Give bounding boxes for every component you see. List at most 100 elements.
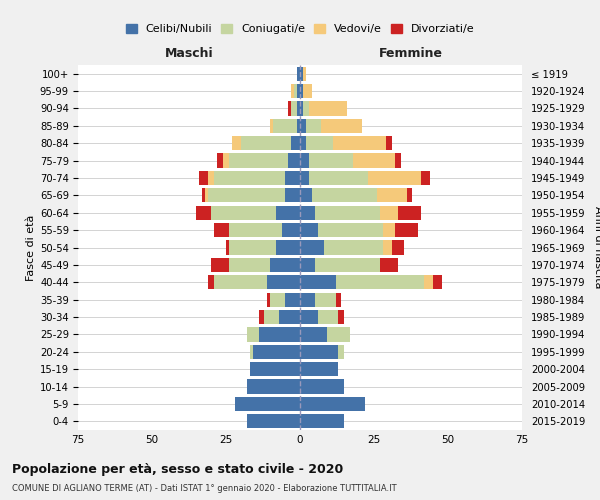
Bar (297, 84, 300, 98)
Bar (223, 154, 229, 168)
Bar (312, 188, 377, 202)
Bar (326, 328, 350, 342)
Bar (335, 292, 341, 307)
Bar (300, 275, 335, 289)
Bar (291, 102, 297, 116)
Bar (229, 223, 282, 237)
Bar (377, 188, 407, 202)
Bar (380, 258, 398, 272)
Bar (300, 380, 344, 394)
Bar (271, 258, 300, 272)
Text: Popolazione per età, sesso e stato civile - 2020: Popolazione per età, sesso e stato civil… (12, 462, 343, 475)
Bar (229, 154, 288, 168)
Text: Femmine: Femmine (379, 47, 443, 60)
Y-axis label: Fasce di età: Fasce di età (26, 214, 35, 280)
Bar (285, 188, 300, 202)
Bar (300, 66, 303, 81)
Bar (277, 240, 300, 254)
Bar (315, 206, 380, 220)
Bar (335, 275, 424, 289)
Bar (368, 171, 421, 185)
Bar (208, 188, 285, 202)
Bar (321, 118, 362, 133)
Bar (300, 362, 338, 376)
Bar (208, 171, 214, 185)
Bar (332, 136, 386, 150)
Bar (300, 240, 323, 254)
Bar (229, 258, 271, 272)
Bar (241, 136, 291, 150)
Bar (306, 136, 332, 150)
Bar (303, 66, 306, 81)
Bar (268, 275, 300, 289)
Bar (433, 275, 442, 289)
Bar (306, 118, 321, 133)
Bar (421, 171, 430, 185)
Bar (318, 310, 338, 324)
Bar (303, 102, 309, 116)
Bar (271, 118, 274, 133)
Bar (274, 118, 297, 133)
Bar (291, 136, 300, 150)
Bar (199, 171, 208, 185)
Bar (300, 136, 306, 150)
Bar (205, 188, 208, 202)
Bar (315, 292, 335, 307)
Bar (250, 362, 300, 376)
Bar (297, 102, 300, 116)
Bar (386, 136, 392, 150)
Bar (235, 397, 300, 411)
Bar (259, 328, 300, 342)
Bar (196, 206, 211, 220)
Bar (214, 275, 268, 289)
Bar (297, 118, 300, 133)
Bar (288, 102, 291, 116)
Bar (309, 102, 347, 116)
Bar (285, 292, 300, 307)
Bar (309, 154, 353, 168)
Bar (208, 275, 214, 289)
Bar (309, 171, 368, 185)
Bar (300, 310, 318, 324)
Legend: Celibi/Nubili, Coniugati/e, Vedovi/e, Divorziati/e: Celibi/Nubili, Coniugati/e, Vedovi/e, Di… (121, 20, 479, 39)
Bar (300, 397, 365, 411)
Bar (229, 240, 277, 254)
Bar (268, 292, 271, 307)
Bar (300, 258, 315, 272)
Bar (250, 344, 253, 359)
Bar (282, 223, 300, 237)
Bar (211, 258, 229, 272)
Text: COMUNE DI AGLIANO TERME (AT) - Dati ISTAT 1° gennaio 2020 - Elaborazione TUTTITA: COMUNE DI AGLIANO TERME (AT) - Dati ISTA… (12, 484, 397, 493)
Bar (398, 206, 421, 220)
Bar (300, 118, 306, 133)
Text: Maschi: Maschi (164, 47, 214, 60)
Bar (380, 206, 398, 220)
Bar (247, 328, 259, 342)
Bar (395, 223, 418, 237)
Bar (383, 223, 395, 237)
Bar (277, 206, 300, 220)
Bar (214, 171, 285, 185)
Bar (300, 414, 344, 428)
Bar (300, 84, 303, 98)
Bar (424, 275, 433, 289)
Bar (294, 84, 297, 98)
Bar (247, 380, 300, 394)
Bar (300, 328, 326, 342)
Bar (214, 223, 229, 237)
Bar (395, 154, 401, 168)
Bar (338, 344, 344, 359)
Bar (300, 206, 315, 220)
Bar (271, 292, 285, 307)
Bar (297, 66, 300, 81)
Bar (303, 84, 312, 98)
Bar (300, 154, 309, 168)
Bar (300, 223, 318, 237)
Bar (265, 310, 279, 324)
Y-axis label: Anni di nascita: Anni di nascita (593, 206, 600, 289)
Bar (285, 171, 300, 185)
Bar (323, 240, 383, 254)
Bar (202, 188, 205, 202)
Bar (211, 206, 277, 220)
Bar (253, 344, 300, 359)
